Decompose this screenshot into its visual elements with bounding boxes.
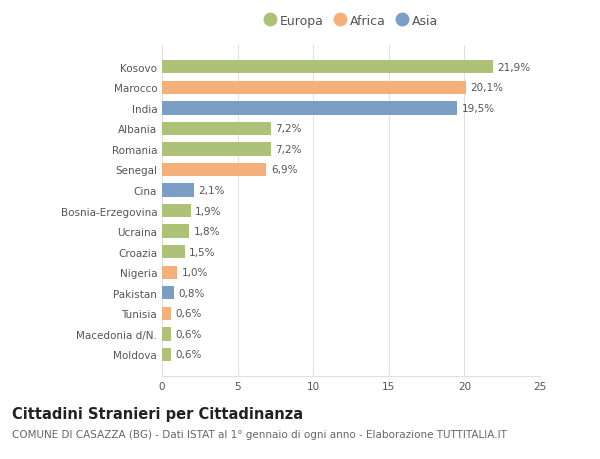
Text: 0,6%: 0,6% xyxy=(176,329,202,339)
Bar xyxy=(162,286,174,300)
Bar xyxy=(162,307,171,320)
Text: 7,2%: 7,2% xyxy=(275,145,302,155)
Text: 0,6%: 0,6% xyxy=(176,350,202,360)
Bar xyxy=(162,348,171,361)
Text: 21,9%: 21,9% xyxy=(497,62,531,73)
Text: 1,5%: 1,5% xyxy=(189,247,216,257)
Bar xyxy=(162,204,191,218)
Bar xyxy=(162,123,271,136)
Bar xyxy=(162,143,271,156)
Legend: Europa, Africa, Asia: Europa, Africa, Asia xyxy=(259,10,443,33)
Text: 1,0%: 1,0% xyxy=(182,268,208,278)
Text: 1,8%: 1,8% xyxy=(194,227,220,237)
Text: 7,2%: 7,2% xyxy=(275,124,302,134)
Text: Cittadini Stranieri per Cittadinanza: Cittadini Stranieri per Cittadinanza xyxy=(12,406,303,421)
Bar xyxy=(162,163,266,177)
Bar xyxy=(162,81,466,95)
Text: 19,5%: 19,5% xyxy=(461,104,494,113)
Text: 20,1%: 20,1% xyxy=(470,83,503,93)
Bar xyxy=(162,225,189,238)
Text: 2,1%: 2,1% xyxy=(198,185,225,196)
Text: COMUNE DI CASAZZA (BG) - Dati ISTAT al 1° gennaio di ogni anno - Elaborazione TU: COMUNE DI CASAZZA (BG) - Dati ISTAT al 1… xyxy=(12,429,507,439)
Bar xyxy=(162,102,457,115)
Text: 6,9%: 6,9% xyxy=(271,165,298,175)
Bar xyxy=(162,266,177,280)
Bar xyxy=(162,246,185,259)
Text: 0,8%: 0,8% xyxy=(179,288,205,298)
Bar xyxy=(162,61,493,74)
Bar xyxy=(162,184,194,197)
Text: 1,9%: 1,9% xyxy=(195,206,222,216)
Text: 0,6%: 0,6% xyxy=(176,309,202,319)
Bar xyxy=(162,328,171,341)
